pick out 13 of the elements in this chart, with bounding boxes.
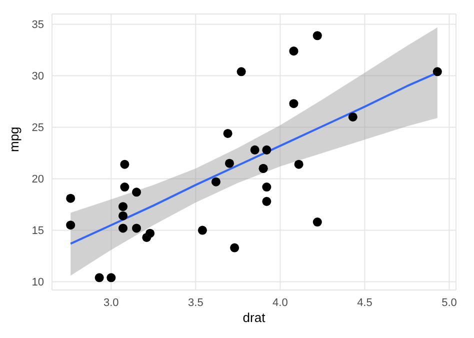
x-axis-title: drat bbox=[242, 310, 266, 325]
x-tick-label: 4.0 bbox=[272, 296, 288, 309]
y-tick-label: 15 bbox=[32, 225, 44, 238]
y-tick-label: 20 bbox=[32, 174, 44, 186]
y-axis-title: mpg bbox=[6, 126, 22, 152]
y-tick-label: 30 bbox=[32, 70, 44, 83]
x-tick-label: 5.0 bbox=[442, 296, 457, 309]
x-tick-label: 3.5 bbox=[188, 296, 204, 309]
x-tick-label: 4.5 bbox=[357, 296, 372, 309]
y-tick-label: 25 bbox=[32, 122, 44, 134]
y-tick-label: 35 bbox=[32, 19, 44, 32]
y-tick-label: 10 bbox=[32, 276, 44, 289]
x-tick-label: 3.0 bbox=[104, 296, 119, 309]
